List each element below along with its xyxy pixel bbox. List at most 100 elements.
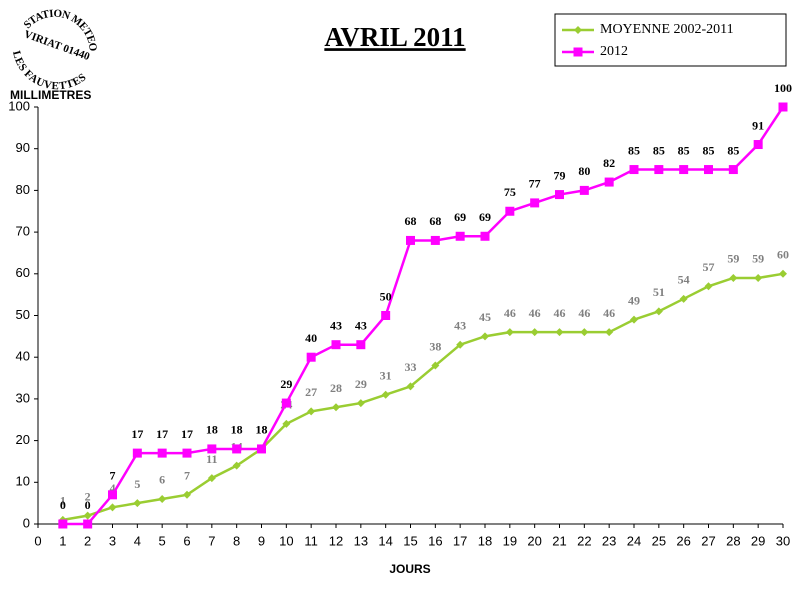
value-label: 29 [355, 377, 367, 391]
point [406, 235, 415, 245]
x-tick-label: 1 [59, 533, 66, 548]
value-label: 1 [60, 494, 66, 508]
x-tick-label: 22 [577, 533, 591, 548]
point [83, 519, 93, 529]
point [530, 198, 540, 208]
point [505, 206, 515, 216]
point [778, 102, 788, 112]
value-label: 60 [777, 248, 789, 262]
point [332, 403, 340, 412]
value-label: 7 [110, 469, 116, 483]
legend-box [554, 13, 787, 67]
y-tick-label: 100 [8, 98, 30, 113]
value-label: 85 [628, 143, 640, 157]
value-label: 69 [479, 210, 491, 224]
value-label: 0 [85, 498, 91, 512]
point [629, 165, 639, 175]
point [232, 444, 242, 454]
value-label: 38 [429, 339, 441, 353]
x-tick-label: 17 [453, 533, 467, 548]
legend-label: MOYENNE 2002-2011 [600, 22, 734, 37]
legend-label: 2012 [600, 44, 628, 59]
x-tick-label: 12 [329, 533, 343, 548]
y-tick-label: 90 [16, 140, 30, 155]
x-tick-label: 21 [552, 533, 566, 548]
value-label: 18 [256, 423, 268, 437]
point [754, 273, 763, 282]
y-axis-label: MILLIMETRES [10, 88, 91, 102]
value-label: 85 [703, 143, 715, 157]
point [257, 444, 266, 454]
point [654, 165, 664, 175]
value-label: 7 [184, 469, 190, 483]
value-label: 18 [256, 423, 268, 437]
x-tick-label: 13 [354, 533, 368, 548]
value-label: 54 [678, 273, 690, 287]
point [356, 340, 366, 350]
point [356, 399, 365, 408]
point [579, 185, 589, 195]
value-label: 11 [206, 452, 217, 466]
x-tick-label: 16 [428, 533, 442, 548]
stamp-middle: VIRIAT 01440 [22, 28, 91, 63]
value-label: 40 [305, 331, 317, 345]
point [580, 328, 589, 337]
point [83, 511, 92, 520]
value-label: 27 [305, 385, 317, 399]
value-label: 79 [554, 168, 566, 182]
value-label: 31 [380, 368, 392, 382]
point [430, 235, 440, 245]
point [431, 361, 440, 370]
x-tick-label: 4 [134, 533, 141, 548]
x-tick-label: 6 [183, 533, 190, 548]
point [307, 407, 316, 416]
point [704, 165, 713, 175]
value-label: 57 [703, 260, 715, 274]
chart-title: AVRIL 2011 [324, 22, 465, 52]
value-label: 46 [554, 306, 566, 320]
point [481, 332, 489, 341]
y-tick-label: 30 [16, 390, 30, 405]
x-tick-label: 2 [84, 533, 91, 548]
value-label: 0 [60, 498, 66, 512]
value-label: 43 [454, 318, 466, 332]
point [604, 177, 614, 187]
value-label: 17 [156, 427, 168, 441]
point [779, 269, 787, 278]
x-tick-label: 11 [304, 533, 318, 548]
value-label: 59 [752, 252, 764, 266]
value-label: 85 [653, 143, 665, 157]
value-label: 51 [653, 285, 665, 299]
y-tick-label: 50 [16, 307, 30, 322]
value-label: 68 [405, 214, 417, 228]
point [282, 419, 291, 428]
point [555, 328, 564, 337]
value-label: 46 [504, 306, 516, 320]
value-label: 85 [727, 143, 739, 157]
x-tick-label: 23 [602, 533, 616, 548]
point [406, 382, 415, 391]
point [133, 499, 142, 508]
y-tick-label: 20 [16, 432, 30, 447]
x-tick-label: 28 [726, 533, 740, 548]
value-label: 69 [454, 210, 466, 224]
x-axis-label: JOURS [389, 562, 430, 576]
x-tick-label: 14 [378, 533, 392, 548]
value-label: 91 [752, 118, 764, 132]
y-tick-label: 80 [16, 182, 30, 197]
point [381, 311, 391, 320]
x-tick-label: 30 [776, 533, 790, 548]
point [232, 461, 241, 470]
point [679, 294, 688, 303]
x-tick-label: 29 [751, 533, 765, 548]
x-tick-label: 9 [258, 533, 265, 548]
x-tick-label: 15 [403, 533, 417, 548]
y-tick-label: 40 [16, 349, 30, 364]
point [704, 282, 713, 291]
point [207, 444, 217, 454]
x-tick-label: 8 [233, 533, 240, 548]
point [108, 490, 117, 500]
value-label: 4 [110, 481, 116, 495]
point [505, 328, 514, 337]
